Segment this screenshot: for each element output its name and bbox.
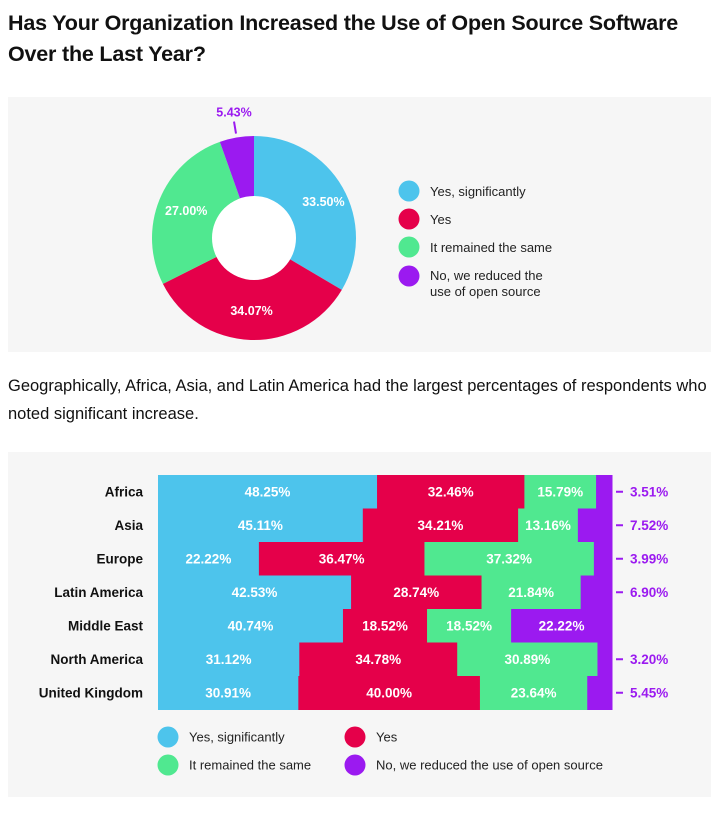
bar-value-label: 22.22% [539, 618, 585, 633]
legend-swatch [398, 180, 420, 202]
bar-value-label: 48.25% [245, 484, 291, 499]
bar-segment [377, 475, 525, 509]
bar-segment [362, 508, 519, 543]
legend-swatch [398, 236, 420, 258]
slice-label: 33.50% [302, 195, 344, 209]
bar-segment [524, 475, 597, 509]
bar-value-label: 3.99% [630, 551, 668, 566]
bar-value-label: 28.74% [393, 585, 439, 600]
legend-swatch [157, 726, 179, 748]
bar-segment [427, 609, 512, 643]
bar-value-label: 30.89% [504, 652, 550, 667]
legend-label: Yes, significantly [430, 184, 526, 199]
bar-segment [597, 642, 613, 677]
bar-value-label: 34.21% [418, 518, 464, 533]
bar-value-label: 34.78% [355, 652, 401, 667]
bar-segment [158, 508, 364, 543]
bar-segment [518, 508, 579, 543]
bar-value-label: 13.16% [525, 518, 571, 533]
bar-value-label: 7.52% [630, 518, 668, 533]
page-title: Has Your Organization Increased the Use … [8, 11, 678, 66]
bar-value-label: 30.91% [205, 685, 251, 700]
legend-label: Yes [430, 212, 452, 227]
bar-value-label: 31.12% [206, 652, 252, 667]
legend-swatch [157, 754, 179, 776]
legend-swatch [398, 208, 420, 230]
bar-segment [158, 475, 378, 509]
donut-hole [212, 196, 296, 280]
bar-value-label: 42.53% [232, 585, 278, 600]
legend-label: No, we reduced the use of open source [376, 758, 603, 773]
bar-segment [424, 542, 595, 576]
bar-segment [596, 475, 613, 509]
legend-label: Yes [376, 730, 398, 745]
bar-segment [593, 542, 613, 576]
slice-label: 5.43% [216, 106, 251, 120]
slice-label: 34.07% [230, 304, 272, 318]
legend-label: use of open source [430, 284, 541, 299]
leader-line [233, 121, 237, 134]
legend-label: It remained the same [430, 240, 552, 255]
legend-swatch [344, 726, 366, 748]
donut-chart-panel [8, 97, 711, 352]
bar-segment [158, 575, 352, 610]
bar-value-label: 18.52% [362, 618, 408, 633]
category-label: Latin America [54, 585, 143, 600]
bar-segment [158, 542, 260, 576]
category-label: United Kingdom [39, 685, 143, 700]
bar-segment [580, 575, 613, 610]
bar-value-label: 45.11% [238, 518, 283, 533]
bar-segment [481, 575, 582, 610]
description-text: Geographically, Africa, Asia, and Latin … [8, 377, 707, 423]
donut-slice [162, 238, 342, 340]
bar-value-label: 21.84% [508, 585, 554, 600]
bar-segment [158, 642, 300, 677]
bar-value-label: 15.79% [537, 484, 583, 499]
bar-value-label: 32.46% [428, 484, 474, 499]
legend-label: It remained the same [189, 758, 311, 773]
bar-value-label: 40.00% [366, 685, 412, 700]
legend-label: No, we reduced the [430, 268, 543, 283]
bar-segment [258, 542, 425, 576]
bar-segment [577, 508, 613, 543]
bar-segment [457, 642, 598, 677]
bar-value-label: 40.74% [228, 618, 274, 633]
legend-swatch [344, 754, 366, 776]
bar-value-label: 6.90% [630, 585, 668, 600]
slice-label: 27.00% [165, 204, 207, 218]
bar-value-label: 23.64% [511, 685, 557, 700]
bar-value-label: 3.20% [630, 652, 668, 667]
bar-value-label: 3.51% [630, 484, 668, 499]
bar-value-label: 37.32% [486, 551, 532, 566]
bar-segment [298, 676, 481, 710]
bar-value-label: 22.22% [186, 551, 232, 566]
bar-segment [158, 609, 344, 643]
bar-segment [342, 609, 428, 643]
bar-segment [299, 642, 458, 677]
category-label: Europe [96, 551, 143, 566]
legend-swatch [398, 265, 420, 287]
bar-segment [511, 609, 613, 643]
bar-segment [587, 676, 613, 710]
bar-value-label: 36.47% [319, 551, 365, 566]
bar-segment [158, 676, 299, 710]
category-label: Asia [114, 518, 143, 533]
category-label: Middle East [68, 618, 144, 633]
bar-value-label: 5.45% [630, 685, 668, 700]
legend-label: Yes, significantly [189, 730, 285, 745]
bar-segment [351, 575, 483, 610]
bar-segment [479, 676, 588, 710]
bar-value-label: 18.52% [446, 618, 492, 633]
category-label: Africa [105, 484, 144, 499]
category-label: North America [50, 652, 143, 667]
